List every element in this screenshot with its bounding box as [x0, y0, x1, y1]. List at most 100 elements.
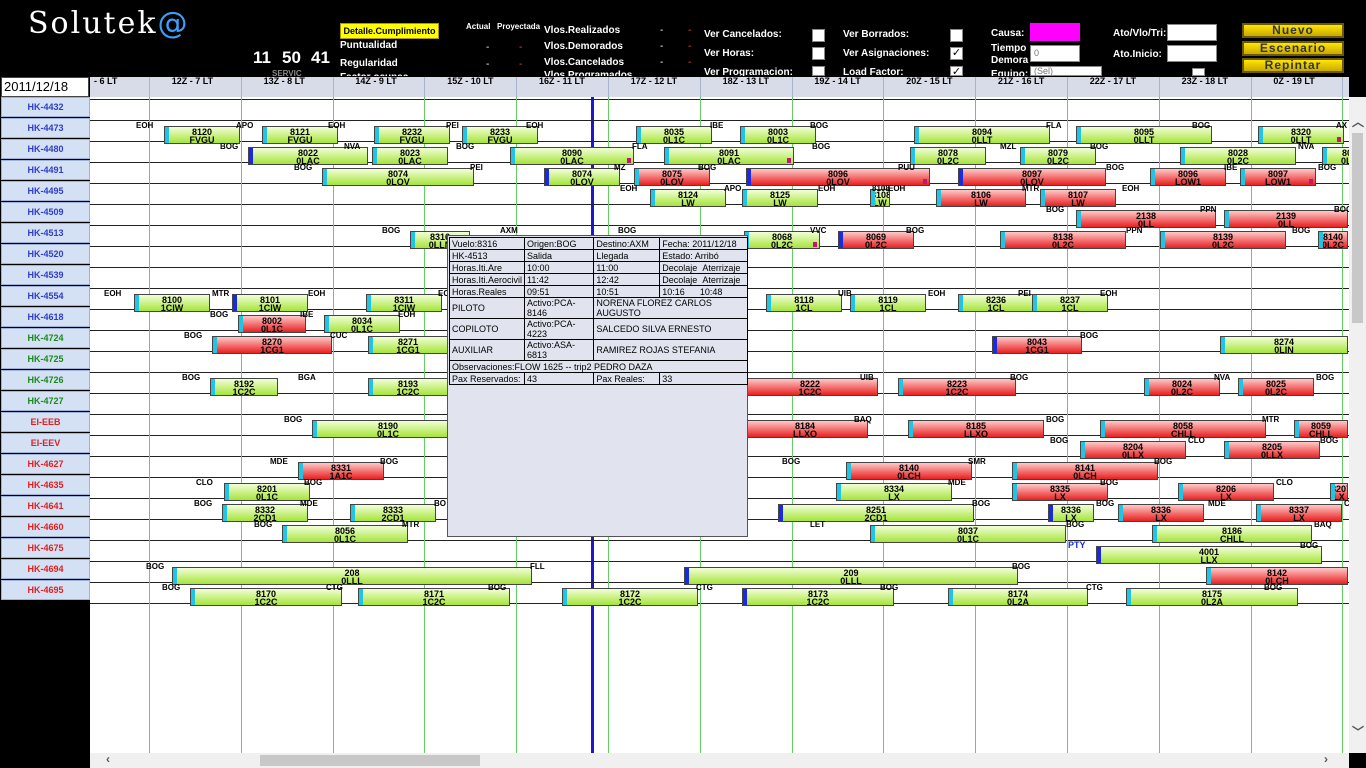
flight-bar[interactable]: 8096 0LQV	[746, 168, 930, 186]
flight-bar[interactable]: 8206 LX	[1178, 483, 1274, 501]
aircraft-row-label[interactable]: EI-EEB	[1, 412, 90, 432]
flight-bar[interactable]: 8193 1C2C	[368, 378, 448, 396]
ato-vlo-tri-input[interactable]	[1167, 24, 1217, 41]
flight-bar[interactable]: 8222 1C2C	[742, 378, 878, 396]
scroll-right-icon[interactable]: ›	[1324, 752, 1328, 766]
flight-bar[interactable]: 8120 FVGU	[164, 126, 240, 144]
flight-bar[interactable]: 8078 0L2C	[910, 147, 986, 165]
ato-inicio-input[interactable]	[1167, 45, 1217, 62]
flight-bar[interactable]: 8068 0L2C	[744, 231, 820, 249]
flight-bar[interactable]: 8097 LQW1	[1240, 168, 1316, 186]
flight-bar[interactable]: 8090 0LAC	[510, 147, 634, 165]
flight-bar[interactable]: 8095 0LLT	[1076, 126, 1212, 144]
flight-bar[interactable]: 208 0LLL	[172, 567, 532, 585]
flight-bar[interactable]: 8174 0L2A	[948, 588, 1088, 606]
flight-bar[interactable]: 8094 0LLT	[914, 126, 1050, 144]
flight-bar[interactable]: 8140 0LCH	[846, 462, 972, 480]
flight-bar[interactable]: 8204 0LLX	[1080, 441, 1186, 459]
flight-bar[interactable]: 8034 0L1C	[324, 315, 400, 333]
flight-bar[interactable]: 8108 LW	[870, 189, 890, 207]
flight-bar[interactable]: 8139 0L2C	[1160, 231, 1286, 249]
aircraft-row-label[interactable]: HK-4627	[1, 454, 90, 474]
aircraft-row-label[interactable]: HK-4432	[1, 97, 90, 117]
flight-bar[interactable]: 8186 CHLL	[1152, 525, 1312, 543]
date-field[interactable]: 2011/12/18	[1, 77, 89, 97]
aircraft-row-label[interactable]: HK-4491	[1, 160, 90, 180]
load-factor-checkbox[interactable]: ✓	[950, 66, 963, 76]
flight-bar[interactable]: 8336 LX	[1118, 504, 1204, 522]
flight-bar[interactable]: 8028 0L2C	[1180, 147, 1296, 165]
flight-bar[interactable]: 8170 1C2C	[190, 588, 342, 606]
flight-bar[interactable]: 8074 0LQV	[544, 168, 620, 186]
aircraft-row-label[interactable]: HK-4726	[1, 370, 90, 390]
flight-bar[interactable]: 8185 LLXQ	[908, 420, 1044, 438]
flight-bar[interactable]: 8175 0L2A	[1126, 588, 1298, 606]
flight-bar[interactable]: 8097 0LQV	[958, 168, 1106, 186]
flight-bar[interactable]: 8025 0L2C	[1238, 378, 1314, 396]
escenario-button[interactable]: Escenario	[1242, 41, 1344, 56]
flight-bar[interactable]: 8091 0LAC	[664, 147, 794, 165]
flight-bar[interactable]: 8121 FVGU	[262, 126, 338, 144]
flight-bar[interactable]: 8100 1CIW	[134, 294, 210, 312]
flight-bar[interactable]: 8024 0L2C	[1144, 378, 1220, 396]
aircraft-row-label[interactable]: HK-4641	[1, 496, 90, 516]
flight-bar[interactable]: 8190 0L1C	[312, 420, 464, 438]
flight-bar[interactable]: 8335 LX	[1012, 483, 1108, 501]
flight-bar[interactable]: 8037 0L1C	[870, 525, 1066, 543]
aircraft-row-label[interactable]: HK-4473	[1, 118, 90, 138]
flight-bar[interactable]: 8173 1C2C	[742, 588, 894, 606]
flight-bar[interactable]: 8207LX	[1330, 483, 1348, 501]
vertical-scrollbar[interactable]: ︿ ﹀	[1349, 97, 1366, 753]
aircraft-row-label[interactable]: HK-4618	[1, 307, 90, 327]
flight-bar[interactable]: 8331 1A1C	[298, 462, 384, 480]
flight-bar[interactable]: 8107 LW	[1040, 189, 1116, 207]
extra-checkbox[interactable]	[1192, 68, 1205, 76]
flight-bar[interactable]: 8096 LQW1	[1150, 168, 1226, 186]
flight-bar[interactable]: 8232 FVGU	[374, 126, 450, 144]
aircraft-row-label[interactable]: HK-4724	[1, 328, 90, 348]
flight-bar[interactable]: 8035 0L1C	[636, 126, 712, 144]
flight-bar[interactable]: 8079 0L2C	[1020, 147, 1096, 165]
flight-bar[interactable]: 8124 LW	[650, 189, 726, 207]
flight-bar[interactable]: 80290L2C	[1322, 147, 1349, 165]
aircraft-row-label[interactable]: HK-4509	[1, 202, 90, 222]
detalle-cumplimiento-button[interactable]: Detalle.Cumplimiento	[340, 23, 439, 39]
flight-bar[interactable]: 8074 0LQV	[322, 168, 474, 186]
aircraft-row-label[interactable]: HK-4513	[1, 223, 90, 243]
flight-bar[interactable]: 8171 1C2C	[358, 588, 510, 606]
flight-bar[interactable]: 8101 1CIW	[232, 294, 308, 312]
flight-bar[interactable]: 8205 0LLX	[1224, 441, 1320, 459]
aircraft-row-label[interactable]: HK-4725	[1, 349, 90, 369]
flight-bar[interactable]: 8002 0L1C	[238, 315, 306, 333]
flight-bar[interactable]: 8119 1CL	[850, 294, 926, 312]
aircraft-row-label[interactable]: HK-4554	[1, 286, 90, 306]
flight-bar[interactable]: 8125 LW	[742, 189, 818, 207]
flight-bar[interactable]: 8022 0LAC	[248, 147, 368, 165]
ver-cancelados-checkbox[interactable]	[812, 29, 825, 42]
aircraft-row-label[interactable]: HK-4520	[1, 244, 90, 264]
horizontal-scrollbar[interactable]: ‹ ›	[90, 752, 1349, 768]
flight-bar[interactable]: 8043 1CG1	[992, 336, 1082, 354]
scroll-left-icon[interactable]: ‹	[106, 752, 110, 766]
flight-bar[interactable]: 8334 LX	[836, 483, 952, 501]
flight-bar[interactable]: 8237 1CL	[1032, 294, 1108, 312]
flight-bar[interactable]: 8184 LLXQ	[742, 420, 868, 438]
tiempo-demora-input[interactable]: 0	[1030, 45, 1080, 62]
flight-bar[interactable]: 8138 0L2C	[1000, 231, 1126, 249]
flight-bar[interactable]: 8337 LX	[1256, 504, 1342, 522]
flight-bar[interactable]: 8075 0LQV	[634, 168, 710, 186]
aircraft-row-label[interactable]: HK-4694	[1, 559, 90, 579]
flight-bar[interactable]: 8233 FVGU	[462, 126, 538, 144]
flight-bar[interactable]: 8059 CHLL	[1294, 420, 1348, 438]
causa-color-field[interactable]	[1030, 23, 1080, 41]
aircraft-row-label[interactable]: EI-EEV	[1, 433, 90, 453]
aircraft-row-label[interactable]: HK-4675	[1, 538, 90, 558]
nuevo-button[interactable]: Nuevo	[1242, 23, 1344, 38]
flight-bar[interactable]: 8142 0LCH	[1206, 567, 1348, 585]
flight-bar[interactable]: 8223 1C2C	[898, 378, 1016, 396]
flight-bar[interactable]: 8003 0L1C	[740, 126, 816, 144]
flight-bar[interactable]: 8270 1CG1	[212, 336, 332, 354]
flight-bar[interactable]: 8236 1CL	[958, 294, 1034, 312]
flight-bar[interactable]: 8141 0LCH	[1012, 462, 1158, 480]
flight-bar[interactable]: 8274 0LIN	[1220, 336, 1348, 354]
